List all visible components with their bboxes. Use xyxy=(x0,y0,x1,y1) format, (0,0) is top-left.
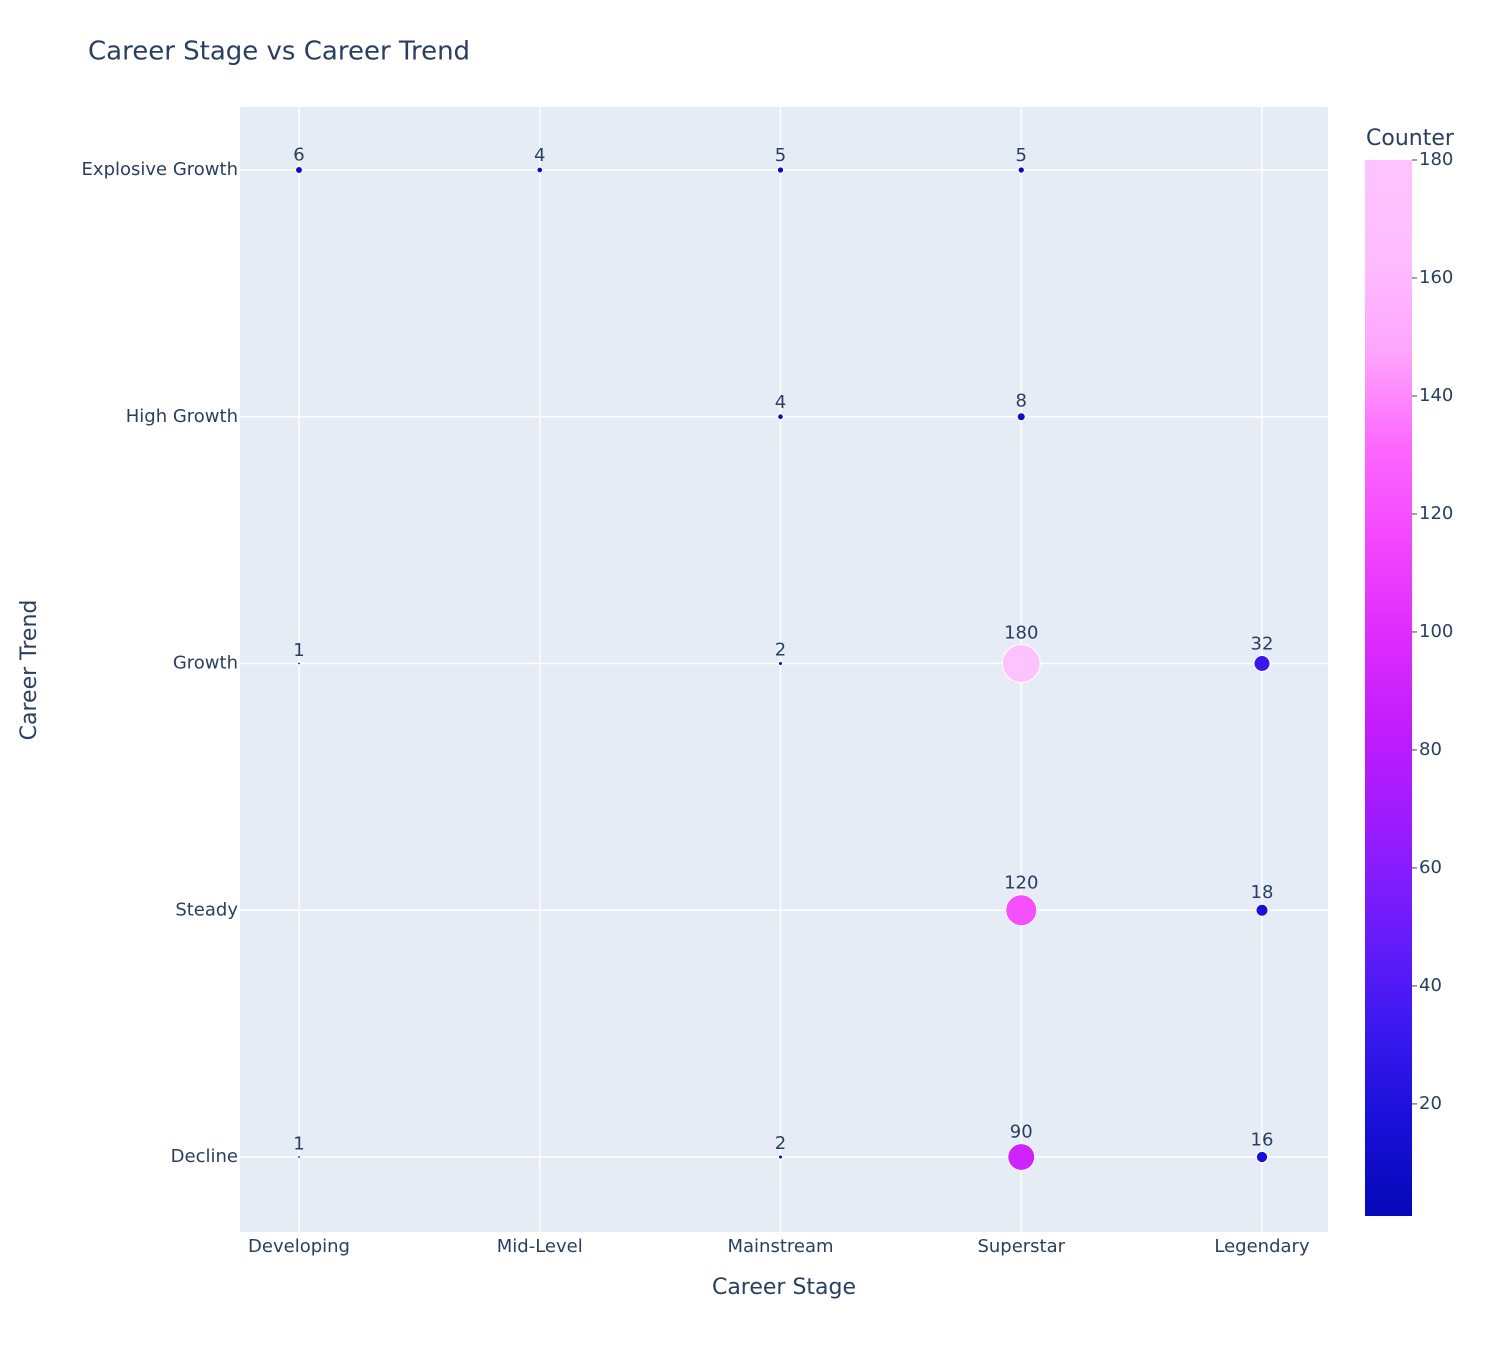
y-tick-label: Growth xyxy=(173,653,238,674)
x-axis-title: Career Stage xyxy=(712,1275,856,1300)
data-label: 2 xyxy=(775,1133,786,1154)
bubble xyxy=(1016,412,1026,422)
bubble xyxy=(536,166,544,174)
data-label: 180 xyxy=(1004,623,1038,644)
bubble xyxy=(297,661,301,666)
data-label: 4 xyxy=(534,145,545,166)
bubble xyxy=(1253,654,1271,673)
colorbar-tick-label: 160 xyxy=(1419,267,1453,288)
colorbar-tick-label: 80 xyxy=(1419,739,1442,760)
bubble xyxy=(776,166,785,174)
chart-title: Career Stage vs Career Trend xyxy=(88,37,470,67)
data-label: 8 xyxy=(1016,391,1027,412)
y-tick-label: High Growth xyxy=(126,406,238,427)
bubble xyxy=(295,166,303,174)
data-label: 1 xyxy=(293,1134,304,1155)
colorbar-tick-label: 140 xyxy=(1419,385,1453,406)
colorbar xyxy=(1365,160,1412,1216)
x-tick-label: Legendary xyxy=(1214,1236,1310,1257)
plot-area xyxy=(240,107,1328,1232)
y-tick-label: Decline xyxy=(171,1146,238,1167)
x-tick-label: Mainstream xyxy=(727,1236,833,1257)
bubble xyxy=(1017,166,1025,174)
x-tick-label: Superstar xyxy=(977,1236,1065,1257)
y-tick-label: Steady xyxy=(175,899,238,920)
data-label: 90 xyxy=(1010,1122,1033,1143)
bubble xyxy=(777,1154,784,1160)
colorbar-title: Counter xyxy=(1366,126,1455,151)
bubble xyxy=(777,413,784,421)
data-label: 4 xyxy=(775,392,786,413)
data-label: 120 xyxy=(1004,873,1038,894)
y-tick-label: Explosive Growth xyxy=(82,159,238,180)
data-label: 5 xyxy=(1016,145,1027,166)
x-tick-label: Mid-Level xyxy=(497,1236,583,1257)
colorbar-tick-label: 100 xyxy=(1419,621,1453,642)
data-label: 2 xyxy=(775,639,786,660)
y-axis-title: Career Trend xyxy=(17,600,42,741)
colorbar-tick-label: 60 xyxy=(1419,857,1442,878)
data-label: 16 xyxy=(1251,1129,1274,1150)
bubble xyxy=(1007,1143,1036,1171)
bubble xyxy=(297,1155,301,1159)
bubble xyxy=(777,660,784,667)
data-label: 18 xyxy=(1251,882,1274,903)
data-label: 5 xyxy=(775,145,786,166)
bubble xyxy=(1255,1150,1269,1164)
bubble xyxy=(1255,903,1269,917)
bubble xyxy=(1001,644,1041,683)
data-label: 1 xyxy=(293,640,304,661)
data-label: 6 xyxy=(293,145,304,166)
bubble xyxy=(1005,894,1038,927)
x-tick-label: Developing xyxy=(248,1236,350,1257)
colorbar-tick-label: 180 xyxy=(1419,149,1453,170)
colorbar-tick-label: 40 xyxy=(1419,975,1442,996)
data-label: 32 xyxy=(1251,633,1274,654)
colorbar-tick-label: 20 xyxy=(1419,1093,1442,1114)
colorbar-tick-label: 120 xyxy=(1419,503,1453,524)
